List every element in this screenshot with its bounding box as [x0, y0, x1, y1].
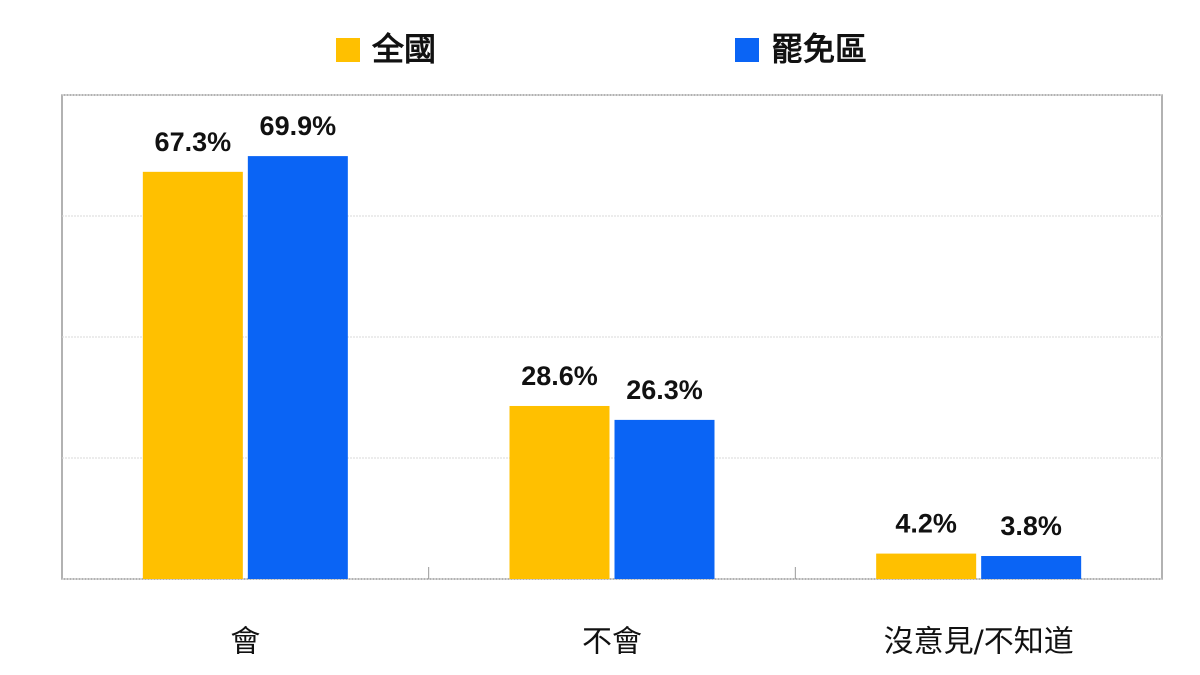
bar	[247, 156, 348, 580]
data-label: 67.3%	[155, 127, 232, 157]
data-label: 4.2%	[895, 509, 957, 539]
legend-swatch	[336, 38, 360, 62]
legend-swatch	[735, 38, 759, 62]
bar	[509, 405, 610, 579]
legend-label: 罷免區	[771, 30, 867, 68]
x-tick-label: 不會	[582, 625, 642, 660]
x-tick-label: 會	[230, 625, 260, 660]
legend-label: 全國	[371, 30, 436, 68]
data-label: 26.3%	[626, 375, 703, 405]
bar	[876, 553, 977, 579]
data-label: 28.6%	[521, 361, 598, 391]
x-tick-label: 沒意見/不知道	[884, 625, 1074, 660]
data-label: 3.8%	[1000, 511, 1062, 541]
bar	[614, 419, 715, 579]
bar	[981, 556, 1082, 579]
bar	[142, 171, 243, 579]
data-label: 69.9%	[260, 111, 337, 141]
